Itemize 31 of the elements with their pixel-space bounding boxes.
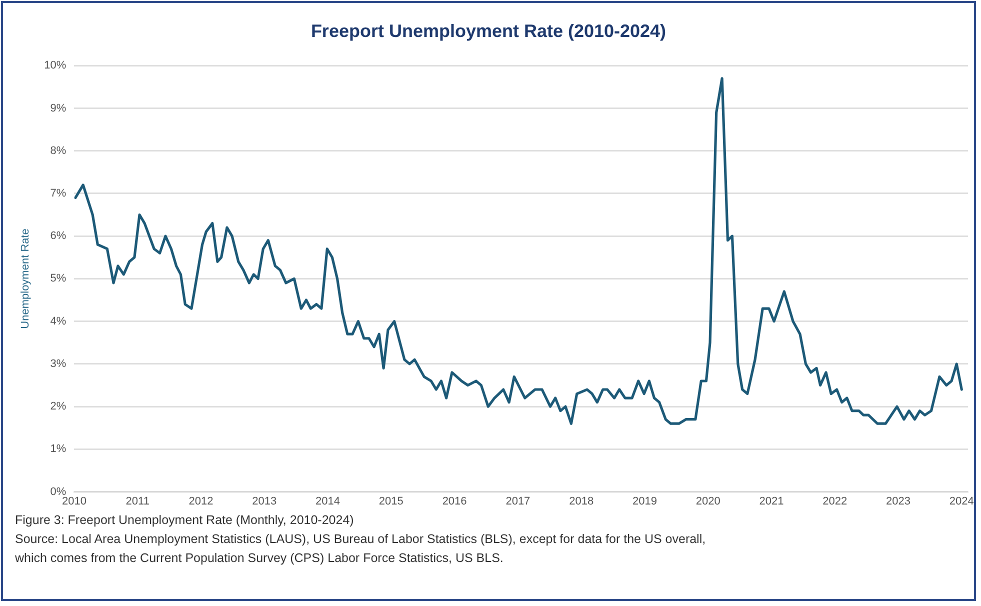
y-axis-title: Unemployment Rate (20, 228, 32, 329)
x-tick-label: 2020 (696, 495, 720, 508)
x-tick-label: 2011 (126, 495, 150, 508)
text: which comes from the Current Population Survey (CPS) Labor Force Statistics, US BLS. (15, 550, 504, 567)
y-tick-label: 10% (44, 60, 66, 72)
x-tick-label: 2024 (949, 495, 974, 508)
y-tick-label: 9% (50, 102, 66, 114)
x-tick-label: 2022 (822, 495, 848, 508)
x-tick-label: 2014 (316, 495, 340, 508)
x-tick-label: 2012 (188, 495, 214, 508)
y-tick-label: 4% (50, 315, 66, 328)
x-tick-label: 2015 (378, 495, 404, 508)
x-tick-label: 2018 (569, 495, 594, 508)
x-tick-label: 2016 (442, 495, 467, 508)
chart-title: Freeport Unemployment Rate (2010-2024) (310, 21, 668, 42)
y-tick-label: 5% (50, 272, 66, 285)
x-tick-label: 2010 (62, 495, 86, 508)
y-tick-label: 1% (50, 443, 66, 456)
y-tick-label: 2% (50, 400, 66, 413)
y-tick-label: 6% (50, 230, 66, 242)
source-note: Source: Local Area Unemployment Statistics (LAUS), US Bureau of Labor Statistics (BLS), except for data for the US overall, (15, 531, 707, 548)
x-tick-label: 2017 (506, 495, 530, 508)
x-tick-label: 2013 (252, 495, 277, 508)
y-tick-label: 3% (50, 358, 66, 370)
x-tick-label: 2021 (759, 495, 784, 508)
y-tick-label: 7% (50, 187, 66, 200)
x-tick-label: 2019 (632, 495, 657, 508)
y-tick-label: 0% (50, 486, 66, 498)
y-tick-label: 8% (50, 144, 66, 157)
caption: Figure 3: Freeport Unemployment Rate (Monthly, 2010-2024) (15, 512, 355, 529)
x-tick-label: 2023 (886, 495, 911, 508)
